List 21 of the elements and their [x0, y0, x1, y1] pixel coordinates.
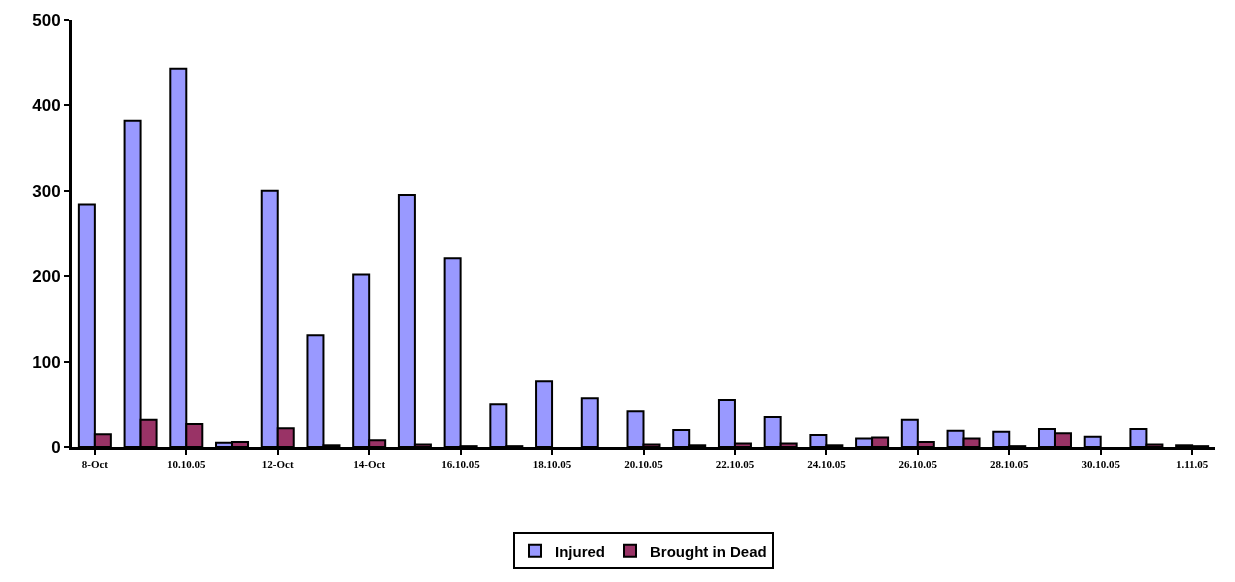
- x-tick-label: 10.10.05: [167, 458, 207, 471]
- x-tick-label: 18.10.05: [532, 458, 572, 471]
- x-tick-label: 8-Oct: [81, 458, 109, 471]
- x-tick-label: 28.10.05: [990, 458, 1030, 471]
- y-tick-label: 100: [32, 352, 61, 372]
- x-tick-label: 12-Oct: [261, 458, 294, 471]
- x-tick-label: 24.10.05: [807, 458, 847, 471]
- y-tick-label: 400: [32, 96, 61, 116]
- x-tick-label: 22.10.05: [715, 458, 755, 471]
- y-tick-label: 300: [32, 181, 61, 201]
- x-tick-label: 1.11.05: [1175, 458, 1209, 471]
- y-tick-label: 200: [32, 267, 61, 287]
- legend-label: Brought in Dead: [650, 542, 767, 560]
- legend-label: Injured: [555, 542, 606, 560]
- x-tick-label: 16.10.05: [441, 458, 481, 471]
- x-tick-label: 14-Oct: [353, 458, 386, 471]
- x-tick-label: 30.10.05: [1081, 458, 1121, 471]
- x-tick-label: 26.10.05: [898, 458, 938, 471]
- x-tick-label: 20.10.05: [624, 458, 664, 471]
- y-tick-label: 500: [32, 10, 61, 30]
- y-tick-label: 0: [51, 437, 61, 457]
